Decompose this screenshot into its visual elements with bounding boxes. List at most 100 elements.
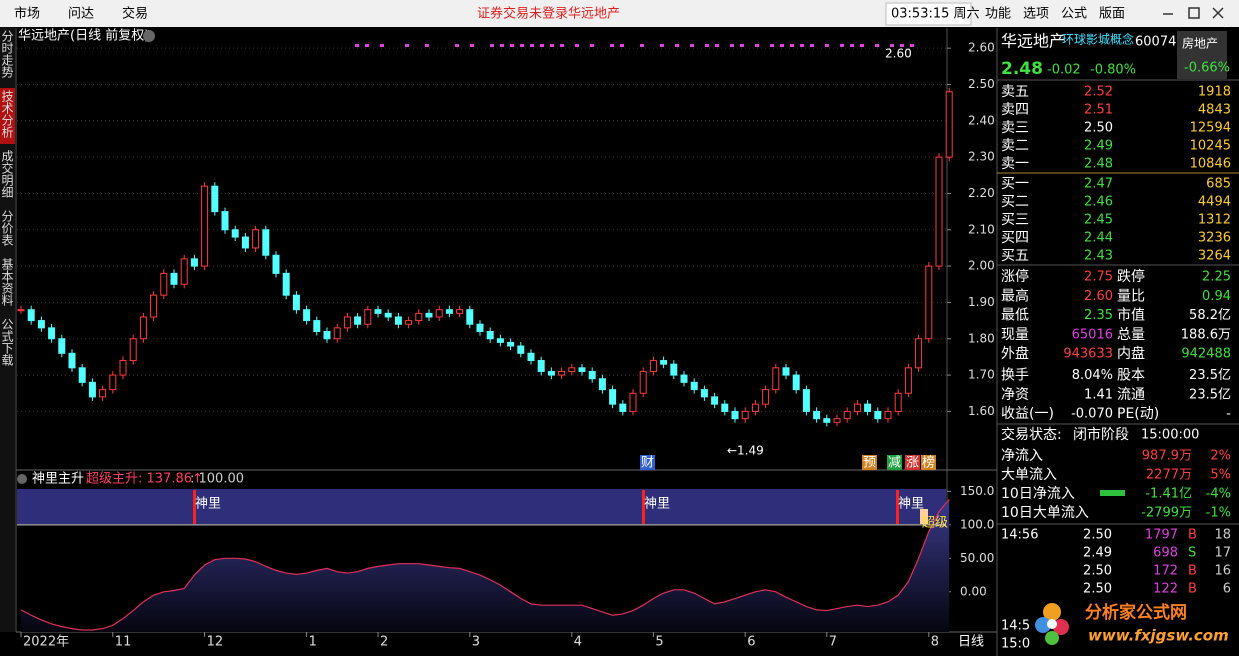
watermark: 分析家公式网 — [1085, 602, 1187, 623]
book-label: 卖五 — [1001, 84, 1029, 100]
candle — [313, 320, 321, 332]
book-label: 买四 — [1001, 230, 1029, 246]
signal-dot — [355, 44, 359, 47]
candle — [578, 367, 586, 372]
y-tick-label: 50.00 — [960, 551, 994, 565]
signal-dot — [780, 44, 784, 47]
menu-item[interactable]: 版面 — [1099, 7, 1125, 22]
trade-price: 2.49 — [1083, 546, 1112, 561]
trade-price: 2.50 — [1083, 582, 1112, 597]
signal-bar — [896, 490, 899, 524]
flow-label: 净流入 — [1001, 448, 1043, 464]
signal-dot — [770, 44, 774, 47]
candle — [435, 309, 443, 318]
menu-item[interactable]: 选项 — [1023, 7, 1049, 22]
flow-label: 大单流入 — [1001, 467, 1057, 483]
y-tick-label: 2.40 — [968, 113, 995, 127]
menu-item[interactable]: 市场 — [14, 6, 40, 22]
menu-item[interactable]: 交易 — [122, 6, 148, 22]
signal-dot — [620, 44, 624, 47]
trade-side: B — [1188, 582, 1197, 597]
side-tab[interactable]: 技术分析 — [0, 90, 14, 139]
stat-label: 外盘 — [1001, 345, 1029, 362]
candle — [680, 374, 688, 383]
window-buttons[interactable] — [1163, 7, 1224, 19]
book-price: 2.50 — [1084, 121, 1113, 136]
event-marker[interactable] — [905, 455, 920, 470]
signal-dot — [490, 44, 494, 47]
sector: 房地产 — [1182, 36, 1218, 51]
candle — [201, 185, 209, 267]
signal-dot — [510, 44, 514, 47]
trade-count: 6 — [1223, 582, 1231, 597]
stat-label: 总量 — [1117, 327, 1145, 343]
candle — [915, 338, 923, 369]
flow-value: 2277万 — [1146, 468, 1192, 483]
menu-item[interactable]: 公式 — [1061, 7, 1087, 22]
flow-pct: 2% — [1210, 449, 1231, 464]
candle — [935, 156, 943, 267]
y-tick-label: 2.60 — [968, 41, 995, 55]
candle — [731, 410, 739, 420]
book-volume: 10245 — [1190, 139, 1231, 154]
y-tick-label: 2.30 — [968, 150, 995, 164]
dropdown[interactable] — [17, 474, 27, 484]
sector-box — [1177, 31, 1227, 79]
side-tab[interactable]: 分时走势 — [0, 30, 14, 78]
event-marker[interactable] — [640, 455, 655, 470]
event-marker[interactable] — [862, 455, 877, 470]
book-volume: 12594 — [1190, 121, 1231, 136]
signal-dot — [860, 44, 864, 47]
book-price: 2.43 — [1084, 249, 1113, 264]
candle — [241, 236, 249, 249]
stat-value: 65016 — [1072, 327, 1113, 342]
dropdown[interactable] — [143, 30, 155, 42]
menu-item[interactable]: 功能 — [985, 7, 1011, 22]
side-tab[interactable]: 成交明细 — [0, 150, 14, 198]
candle — [711, 396, 719, 405]
stat-label: 跌停 — [1117, 268, 1145, 285]
flow-pct: 5% — [1210, 468, 1231, 483]
stat-value: 8.04% — [1072, 368, 1113, 383]
x-tick-label: 7 — [829, 635, 837, 650]
candle — [384, 312, 392, 318]
candle — [323, 330, 331, 340]
candle — [343, 316, 351, 329]
side-tab[interactable]: 分价表 — [0, 210, 14, 246]
candle — [904, 367, 912, 394]
stat-label: 换手 — [1001, 367, 1029, 384]
book-label: 卖四 — [1001, 102, 1029, 118]
signal-dot — [755, 44, 759, 47]
y-tick-label: 100.0 — [960, 517, 994, 531]
flow-bar — [1100, 490, 1125, 496]
candle — [670, 363, 678, 376]
candle — [619, 403, 627, 412]
menu-item[interactable]: 问达 — [68, 7, 94, 22]
signal-dot — [800, 44, 804, 47]
candle — [129, 338, 137, 362]
signal-dot — [520, 44, 524, 47]
candle — [333, 327, 341, 340]
book-volume: 685 — [1206, 177, 1231, 192]
y-tick-label: 1.60 — [968, 404, 995, 418]
event-marker[interactable] — [921, 455, 936, 470]
candle — [262, 229, 270, 256]
signal-dot — [455, 44, 459, 47]
signal-dot — [715, 44, 719, 47]
side-tab[interactable]: 公式下载 — [0, 318, 14, 367]
candle — [802, 389, 810, 412]
stat-value: 1.41 — [1084, 387, 1113, 402]
side-tab[interactable]: 基本资料 — [0, 258, 14, 306]
candle — [68, 352, 76, 369]
signal-dot — [640, 44, 644, 47]
event-marker[interactable] — [887, 455, 902, 470]
candle — [649, 360, 657, 372]
stat-label: 股本 — [1117, 368, 1145, 384]
signal-dot — [550, 44, 554, 47]
indicator-legend: : 100.00 — [190, 472, 244, 487]
candle — [721, 403, 729, 412]
book-volume: 10846 — [1190, 157, 1231, 172]
y-tick-label: 2.10 — [968, 222, 995, 236]
candle — [527, 352, 535, 362]
